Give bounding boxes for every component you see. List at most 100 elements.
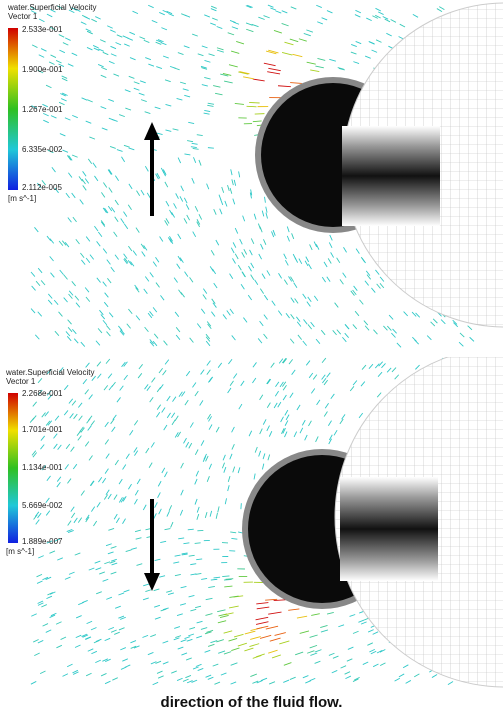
velocity-vector (185, 400, 188, 405)
velocity-vector (259, 451, 261, 457)
velocity-vector (329, 242, 332, 247)
velocity-vector (134, 82, 140, 84)
velocity-vector (368, 630, 373, 632)
velocity-vector (238, 467, 240, 473)
velocity-vector (171, 671, 177, 673)
velocity-vector (273, 230, 275, 236)
velocity-vector (34, 653, 39, 656)
velocity-vector (76, 239, 80, 244)
velocity-vector (204, 15, 210, 17)
velocity-vector (375, 270, 379, 275)
velocity-vector (108, 528, 114, 530)
velocity-vector (222, 463, 224, 469)
velocity-vector (159, 12, 165, 14)
velocity-vector (85, 17, 90, 20)
velocity-vector (190, 422, 193, 427)
velocity-vector (38, 640, 43, 643)
velocity-vector (316, 436, 319, 441)
velocity-vector (219, 195, 221, 201)
velocity-vector (129, 184, 132, 189)
velocity-vector (112, 678, 117, 681)
velocity-vector (251, 238, 254, 243)
velocity-vector (292, 233, 294, 239)
velocity-vector (310, 653, 317, 655)
velocity-vector (111, 559, 117, 561)
velocity-vector (123, 465, 126, 470)
velocity-vector (107, 278, 111, 283)
velocity-vector (107, 26, 112, 28)
velocity-vector (160, 541, 166, 542)
velocity-vector (433, 319, 437, 323)
velocity-vector (165, 80, 171, 82)
velocity-vector (204, 113, 210, 114)
velocity-vector (203, 294, 206, 299)
velocity-vector (98, 232, 102, 237)
velocity-vector (356, 249, 359, 254)
velocity-vector (176, 335, 180, 340)
velocity-vector (358, 620, 364, 622)
velocity-vector (71, 447, 75, 452)
velocity-vector (338, 625, 344, 627)
velocity-vector (59, 241, 63, 246)
color-bar (8, 28, 18, 190)
velocity-vector (307, 302, 311, 307)
velocity-vector (432, 674, 437, 677)
velocity-vector (116, 42, 122, 44)
velocity-vector (285, 260, 288, 265)
velocity-vector (64, 410, 68, 415)
velocity-vector (230, 454, 232, 460)
velocity-vector (224, 81, 233, 83)
velocity-vector (106, 454, 109, 459)
velocity-vector (50, 256, 54, 261)
velocity-vector (111, 546, 117, 548)
velocity-vector (173, 562, 179, 563)
velocity-vector (156, 42, 162, 44)
velocity-vector (248, 266, 251, 271)
velocity-vector (291, 314, 295, 319)
velocity-vector (98, 477, 101, 482)
velocity-vector (89, 568, 95, 570)
velocity-vector (65, 118, 71, 120)
velocity-vector (86, 237, 90, 242)
velocity-vector (46, 596, 51, 598)
velocity-vector (403, 665, 408, 668)
velocity-vector (149, 463, 152, 468)
velocity-vector (345, 324, 349, 329)
velocity-vector (202, 46, 208, 48)
velocity-vector (85, 288, 89, 293)
velocity-vector (165, 529, 171, 530)
velocity-vector (88, 426, 92, 431)
velocity-vector (104, 494, 107, 499)
velocity-vector (268, 650, 277, 653)
velocity-vector (221, 673, 227, 675)
velocity-vector (285, 420, 288, 425)
velocity-vector (102, 478, 105, 483)
velocity-vector (343, 247, 346, 252)
velocity-vector (291, 7, 297, 9)
velocity-vector (232, 444, 234, 449)
velocity-vector (231, 648, 239, 651)
velocity-vector (204, 60, 210, 62)
velocity-vector (106, 597, 112, 599)
velocity-vector (225, 498, 226, 504)
velocity-vector (206, 598, 213, 599)
velocity-vector (199, 214, 202, 219)
velocity-vector (289, 359, 293, 364)
velocity-vector (124, 44, 130, 46)
velocity-vector (39, 55, 44, 58)
velocity-vector (391, 333, 395, 337)
velocity-vector (96, 568, 102, 570)
velocity-vector (147, 193, 150, 198)
velocity-vector (66, 193, 70, 198)
velocity-vector (176, 327, 180, 332)
velocity-vector (378, 372, 382, 376)
velocity-vector (293, 254, 296, 259)
velocity-vector (377, 284, 381, 289)
velocity-vector (105, 681, 110, 684)
velocity-vector (333, 330, 337, 335)
velocity-vector (242, 252, 245, 257)
velocity-vector (112, 119, 118, 121)
velocity-vector (186, 442, 189, 447)
velocity-vector (207, 361, 211, 366)
velocity-vector (160, 236, 163, 241)
